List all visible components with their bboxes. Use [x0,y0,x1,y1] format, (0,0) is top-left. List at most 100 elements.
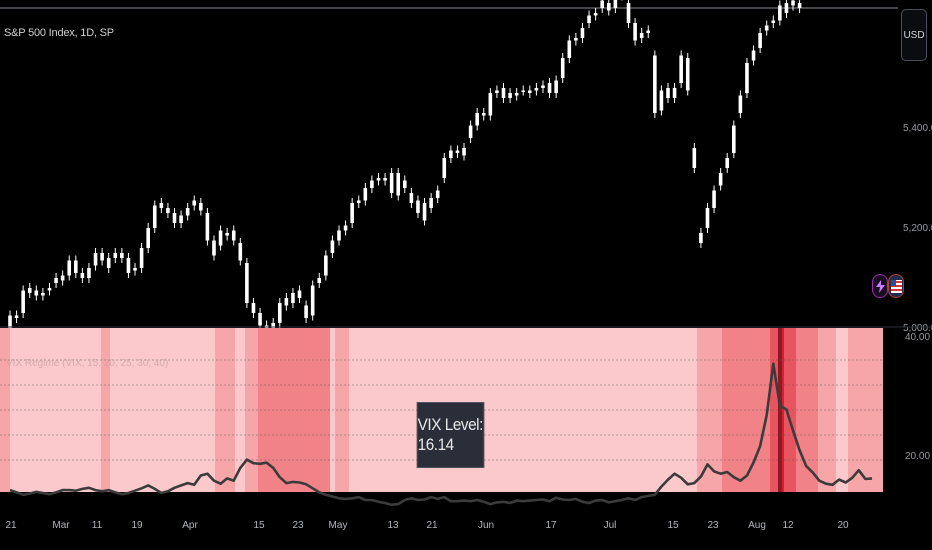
candle[interactable] [554,75,558,99]
candle[interactable] [429,193,433,213]
candle[interactable] [34,285,39,301]
candle[interactable] [692,143,697,173]
candle[interactable] [231,225,236,246]
candle[interactable] [330,235,335,259]
candle[interactable] [659,85,664,116]
candle[interactable] [574,33,578,46]
candle[interactable] [126,253,131,278]
candle[interactable] [528,85,532,99]
candle[interactable] [21,285,25,319]
candle[interactable] [166,203,170,218]
candle[interactable] [74,255,78,279]
candle[interactable] [462,143,466,161]
candle[interactable] [93,248,98,271]
candle[interactable] [396,168,401,201]
candle[interactable] [139,243,144,273]
candle[interactable] [751,45,756,66]
candle[interactable] [218,225,223,251]
candle[interactable] [560,53,565,83]
candle[interactable] [653,50,657,119]
candle[interactable] [317,273,322,288]
candle[interactable] [600,0,604,13]
candle[interactable] [679,50,683,89]
candle[interactable] [712,185,716,214]
candle[interactable] [475,108,479,131]
candle[interactable] [633,18,637,46]
candle[interactable] [745,58,749,98]
candle[interactable] [521,85,526,96]
candle[interactable] [593,8,598,21]
candle[interactable] [297,285,302,304]
candle[interactable] [481,108,486,121]
candle[interactable] [791,0,795,11]
candle[interactable] [620,0,624,1]
candle[interactable] [495,85,499,99]
candle[interactable] [580,23,585,43]
candle[interactable] [567,35,572,64]
candle[interactable] [152,200,157,234]
candle[interactable] [245,258,249,308]
candle[interactable] [80,268,85,283]
candle[interactable] [310,280,315,321]
candle[interactable] [87,263,91,283]
candle[interactable] [251,298,256,318]
candle[interactable] [277,298,282,328]
candle[interactable] [199,198,203,216]
candle[interactable] [205,208,210,246]
candle[interactable] [179,210,183,229]
candle[interactable] [383,173,387,186]
candle[interactable] [47,283,52,296]
lightning-icon[interactable] [872,274,888,298]
candle[interactable] [304,300,308,324]
candle[interactable] [613,0,618,13]
candle[interactable] [784,0,789,18]
candle[interactable] [284,293,289,311]
candle[interactable] [350,198,354,228]
candle[interactable] [547,78,552,98]
candle[interactable] [514,88,519,101]
candle[interactable] [508,88,512,103]
candle[interactable] [732,120,736,159]
candle[interactable] [468,120,473,144]
candle[interactable] [764,20,769,36]
candle[interactable] [324,250,328,281]
candle[interactable] [501,83,506,103]
candle[interactable] [113,248,118,263]
candle[interactable] [797,0,802,13]
candle[interactable] [449,145,453,164]
candle[interactable] [626,0,631,28]
candle[interactable] [363,183,368,206]
candle[interactable] [455,145,460,159]
candle[interactable] [133,263,137,276]
candle[interactable] [646,25,651,39]
candle[interactable] [291,288,295,308]
candle[interactable] [541,80,545,94]
currency-button[interactable]: USD [901,9,927,61]
candle[interactable] [100,248,104,266]
candle[interactable] [442,153,447,183]
candle[interactable] [146,223,150,253]
candle[interactable] [14,310,19,324]
candle[interactable] [771,15,776,29]
candle[interactable] [337,225,341,246]
candle[interactable] [238,238,243,266]
candle[interactable] [159,198,164,213]
candle[interactable] [639,28,644,43]
candle[interactable] [758,28,762,53]
candle[interactable] [389,168,394,198]
candle[interactable] [534,83,539,96]
candle[interactable] [67,255,72,281]
candle[interactable] [376,173,381,186]
indicator-legend[interactable]: VIX Regime (VIX, 15, 20, 25, 30, 40) [6,358,169,369]
candle[interactable] [60,270,65,286]
candle[interactable] [409,188,414,208]
candle[interactable] [672,83,677,103]
candle[interactable] [27,283,32,298]
us-flag-icon[interactable] [888,274,904,298]
candle[interactable] [343,220,348,236]
candle[interactable] [778,0,782,26]
candle[interactable] [587,10,591,29]
candle[interactable] [666,83,670,103]
candle[interactable] [416,195,420,219]
candle[interactable] [488,88,493,121]
